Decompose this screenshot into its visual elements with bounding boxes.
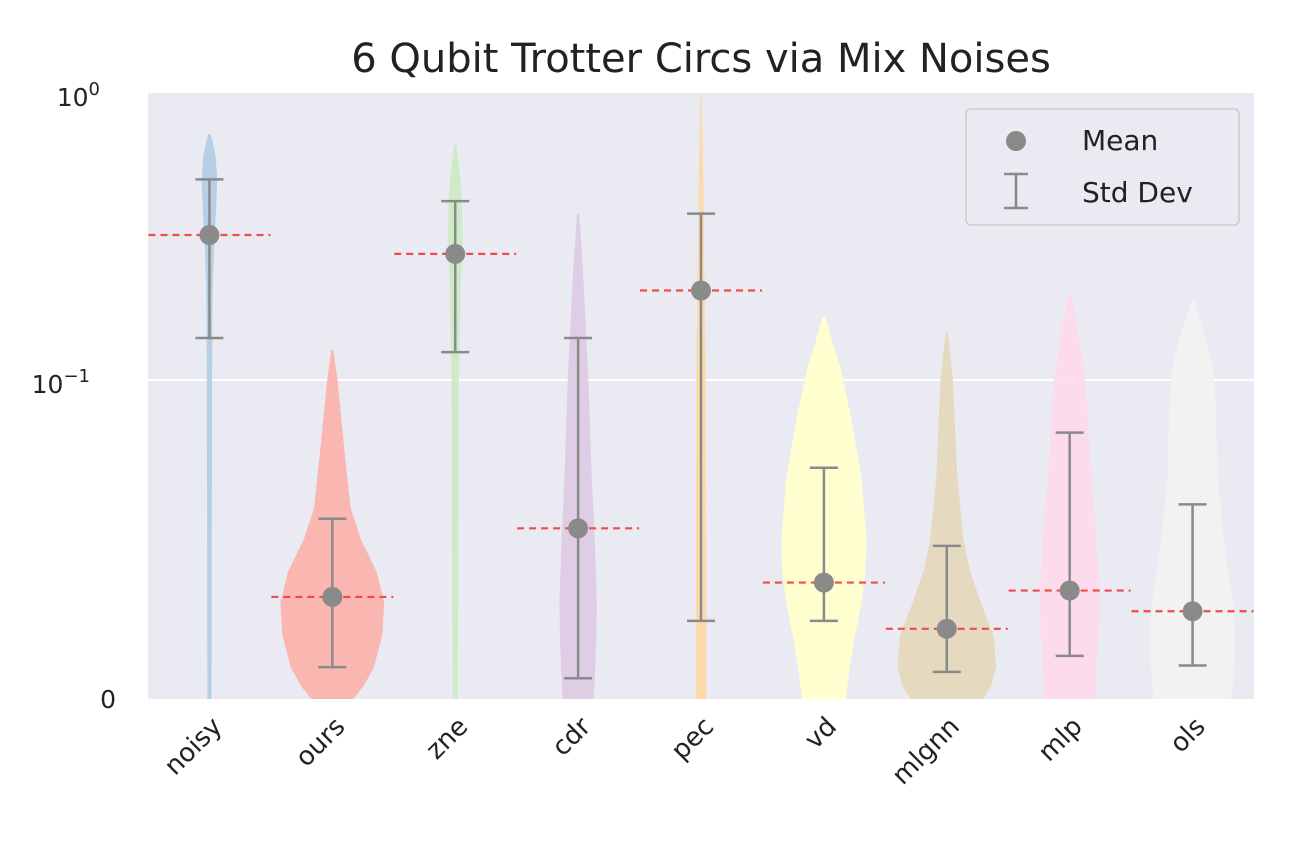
y-tick-label: 0 [100,685,116,714]
x-tick-labels: noisy ours zne cdr pec vd mlgnn mlp ols [159,712,1212,791]
errorbar-noisy [195,178,224,340]
x-tick-label-vd: vd [799,712,843,756]
mean-marker-ours [322,586,343,607]
x-tick-label-cdr: cdr [547,712,598,763]
x-tick-label-mlp: mlp [1033,712,1089,768]
y-tick-label: 10−1 [32,366,90,399]
errorbar-layer [195,178,1207,680]
chart-title: 6 Qubit Trotter Circs via Mix Noises [351,36,1051,82]
legend-std-label: Std Dev [1082,176,1193,209]
legend-mean-label: Mean [1082,124,1158,157]
mean-marker-noisy [199,225,220,246]
mean-marker-zne [445,243,466,264]
mean-marker-pec [691,280,711,301]
x-tick-label-mlgnn: mlgnn [887,712,966,791]
x-tick-label-pec: pec [666,712,720,766]
violin-mlgnn [897,331,997,699]
mean-marker-mlgnn [936,618,957,639]
errorbar-mlp [1055,431,1084,658]
mean-marker-vd [813,572,834,593]
y-tick-labels: 0 10−1 100 [32,79,116,714]
violin-noisy [201,133,218,700]
legend-mean-marker [1006,131,1026,151]
errorbar-cdr [564,336,593,680]
errorbar-zne [441,199,470,354]
x-tick-label-zne: zne [420,712,474,766]
violin-ols [1149,299,1236,699]
y-tick-label: 100 [57,79,100,112]
legend-std-marker [1004,172,1028,210]
mean-marker-mlp [1059,580,1080,601]
errorbar-ols [1178,503,1207,667]
errorbar-mlgnn [932,544,961,674]
violin-zne [447,144,463,699]
mean-marker-cdr [568,518,589,539]
legend: Mean Std Dev [965,108,1240,226]
mean-marker-ols [1182,601,1203,622]
x-tick-label-noisy: noisy [159,712,229,782]
x-tick-label-ols: ols [1164,712,1211,759]
x-tick-label-ours: ours [290,712,351,773]
legend-box [965,108,1240,226]
errorbar-vd [809,466,838,623]
